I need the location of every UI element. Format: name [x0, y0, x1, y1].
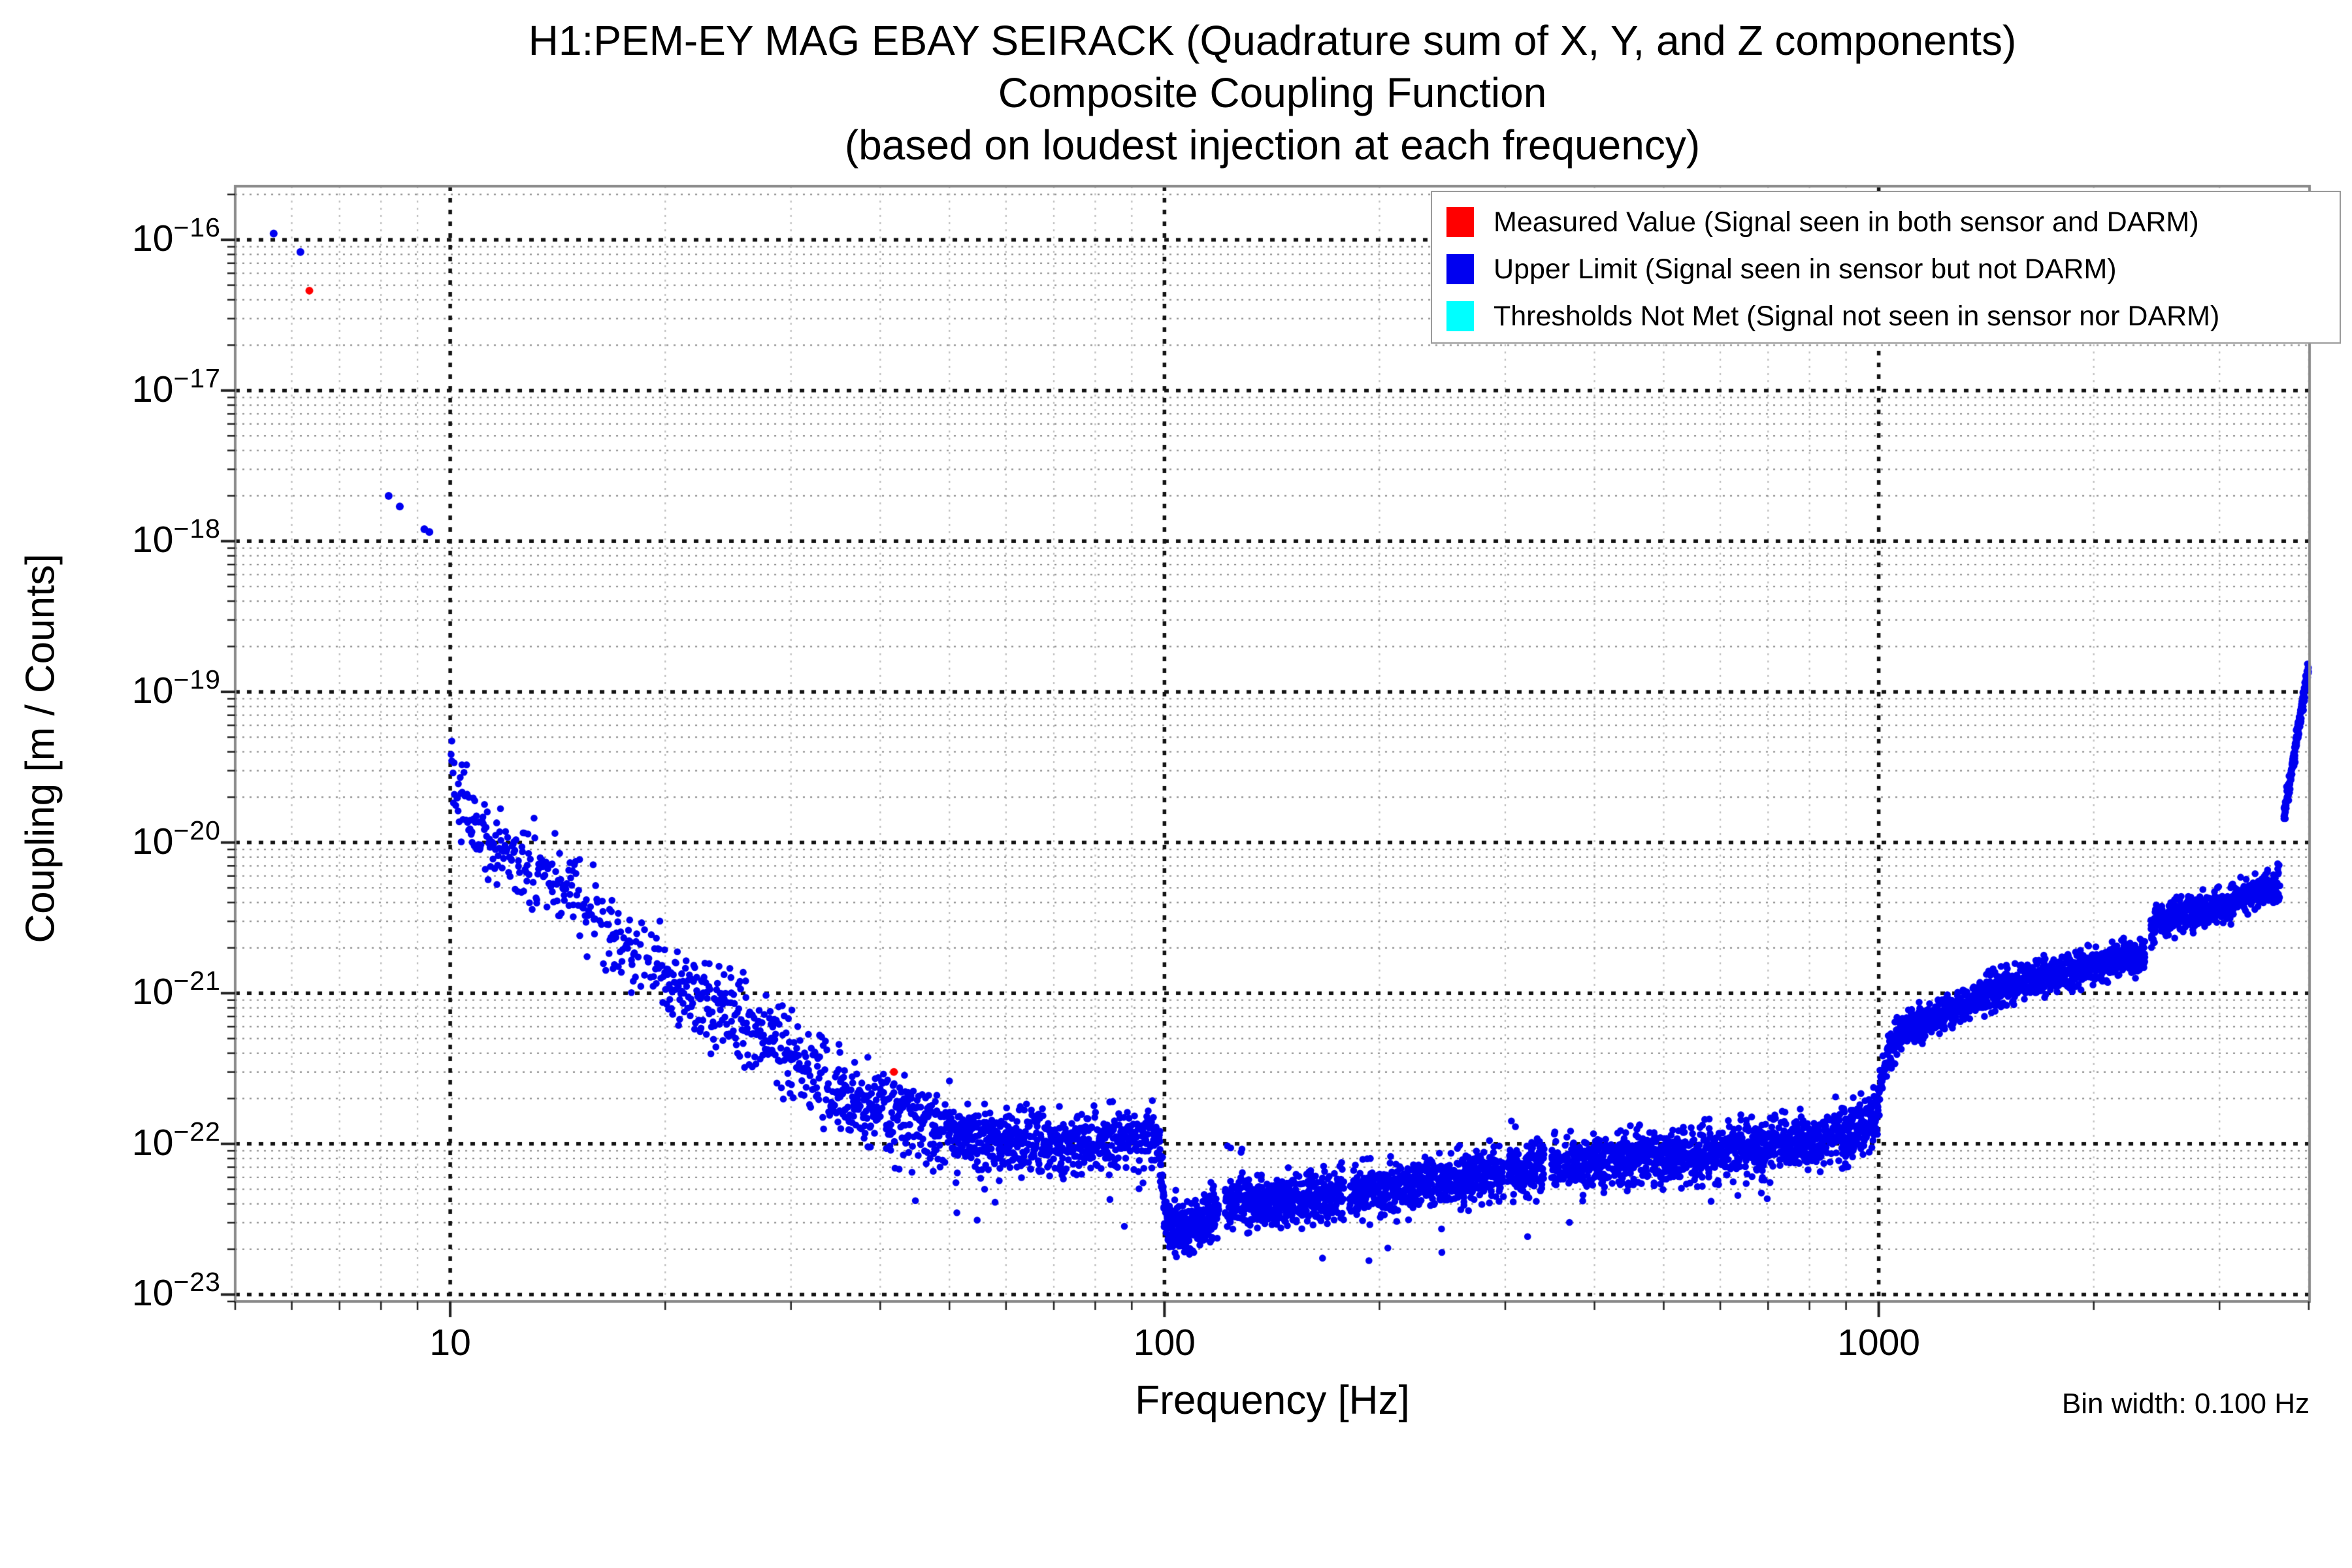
legend: Measured Value (Signal seen in both sens…: [1431, 191, 2341, 344]
chart-title-line2: Composite Coupling Function: [998, 69, 1547, 116]
y-tick-label: 10−19: [132, 664, 221, 711]
bin-width-note: Bin width: 0.100 Hz: [2061, 1388, 2310, 1420]
y-tick-label: 10−21: [132, 966, 221, 1013]
legend-label-thresholds-not-met: Thresholds Not Met (Signal not seen in s…: [1494, 300, 2220, 332]
chart-title-line3: (based on loudest injection at each freq…: [844, 122, 1701, 169]
legend-entry-thresholds-not-met: Thresholds Not Met (Signal not seen in s…: [1446, 293, 2340, 340]
x-tick-label: 100: [1133, 1322, 1196, 1364]
chart-title: H1:PEM-EY MAG EBAY SEIRACK (Quadrature s…: [235, 14, 2310, 171]
legend-entry-upper-limit: Upper Limit (Signal seen in sensor but n…: [1446, 246, 2340, 293]
y-tick-label: 10−18: [132, 514, 221, 561]
legend-swatch-upper-limit: [1446, 254, 1474, 284]
legend-swatch-measured: [1446, 207, 1474, 237]
chart-title-line1: H1:PEM-EY MAG EBAY SEIRACK (Quadrature s…: [528, 17, 2017, 64]
y-tick-label: 10−23: [132, 1267, 221, 1315]
y-tick-label: 10−22: [132, 1116, 221, 1164]
y-tick-label: 10−16: [132, 212, 221, 260]
y-tick-label: 10−17: [132, 363, 221, 410]
legend-swatch-thresholds-not-met: [1446, 301, 1474, 331]
x-tick-label: 10: [429, 1322, 471, 1364]
legend-label-measured: Measured Value (Signal seen in both sens…: [1494, 206, 2199, 238]
x-axis-label: Frequency [Hz]: [1135, 1378, 1410, 1423]
legend-entry-measured: Measured Value (Signal seen in both sens…: [1446, 199, 2340, 246]
legend-label-upper-limit: Upper Limit (Signal seen in sensor but n…: [1494, 253, 2117, 285]
y-tick-label: 10−20: [132, 815, 221, 862]
x-tick-label: 1000: [1837, 1322, 1921, 1364]
